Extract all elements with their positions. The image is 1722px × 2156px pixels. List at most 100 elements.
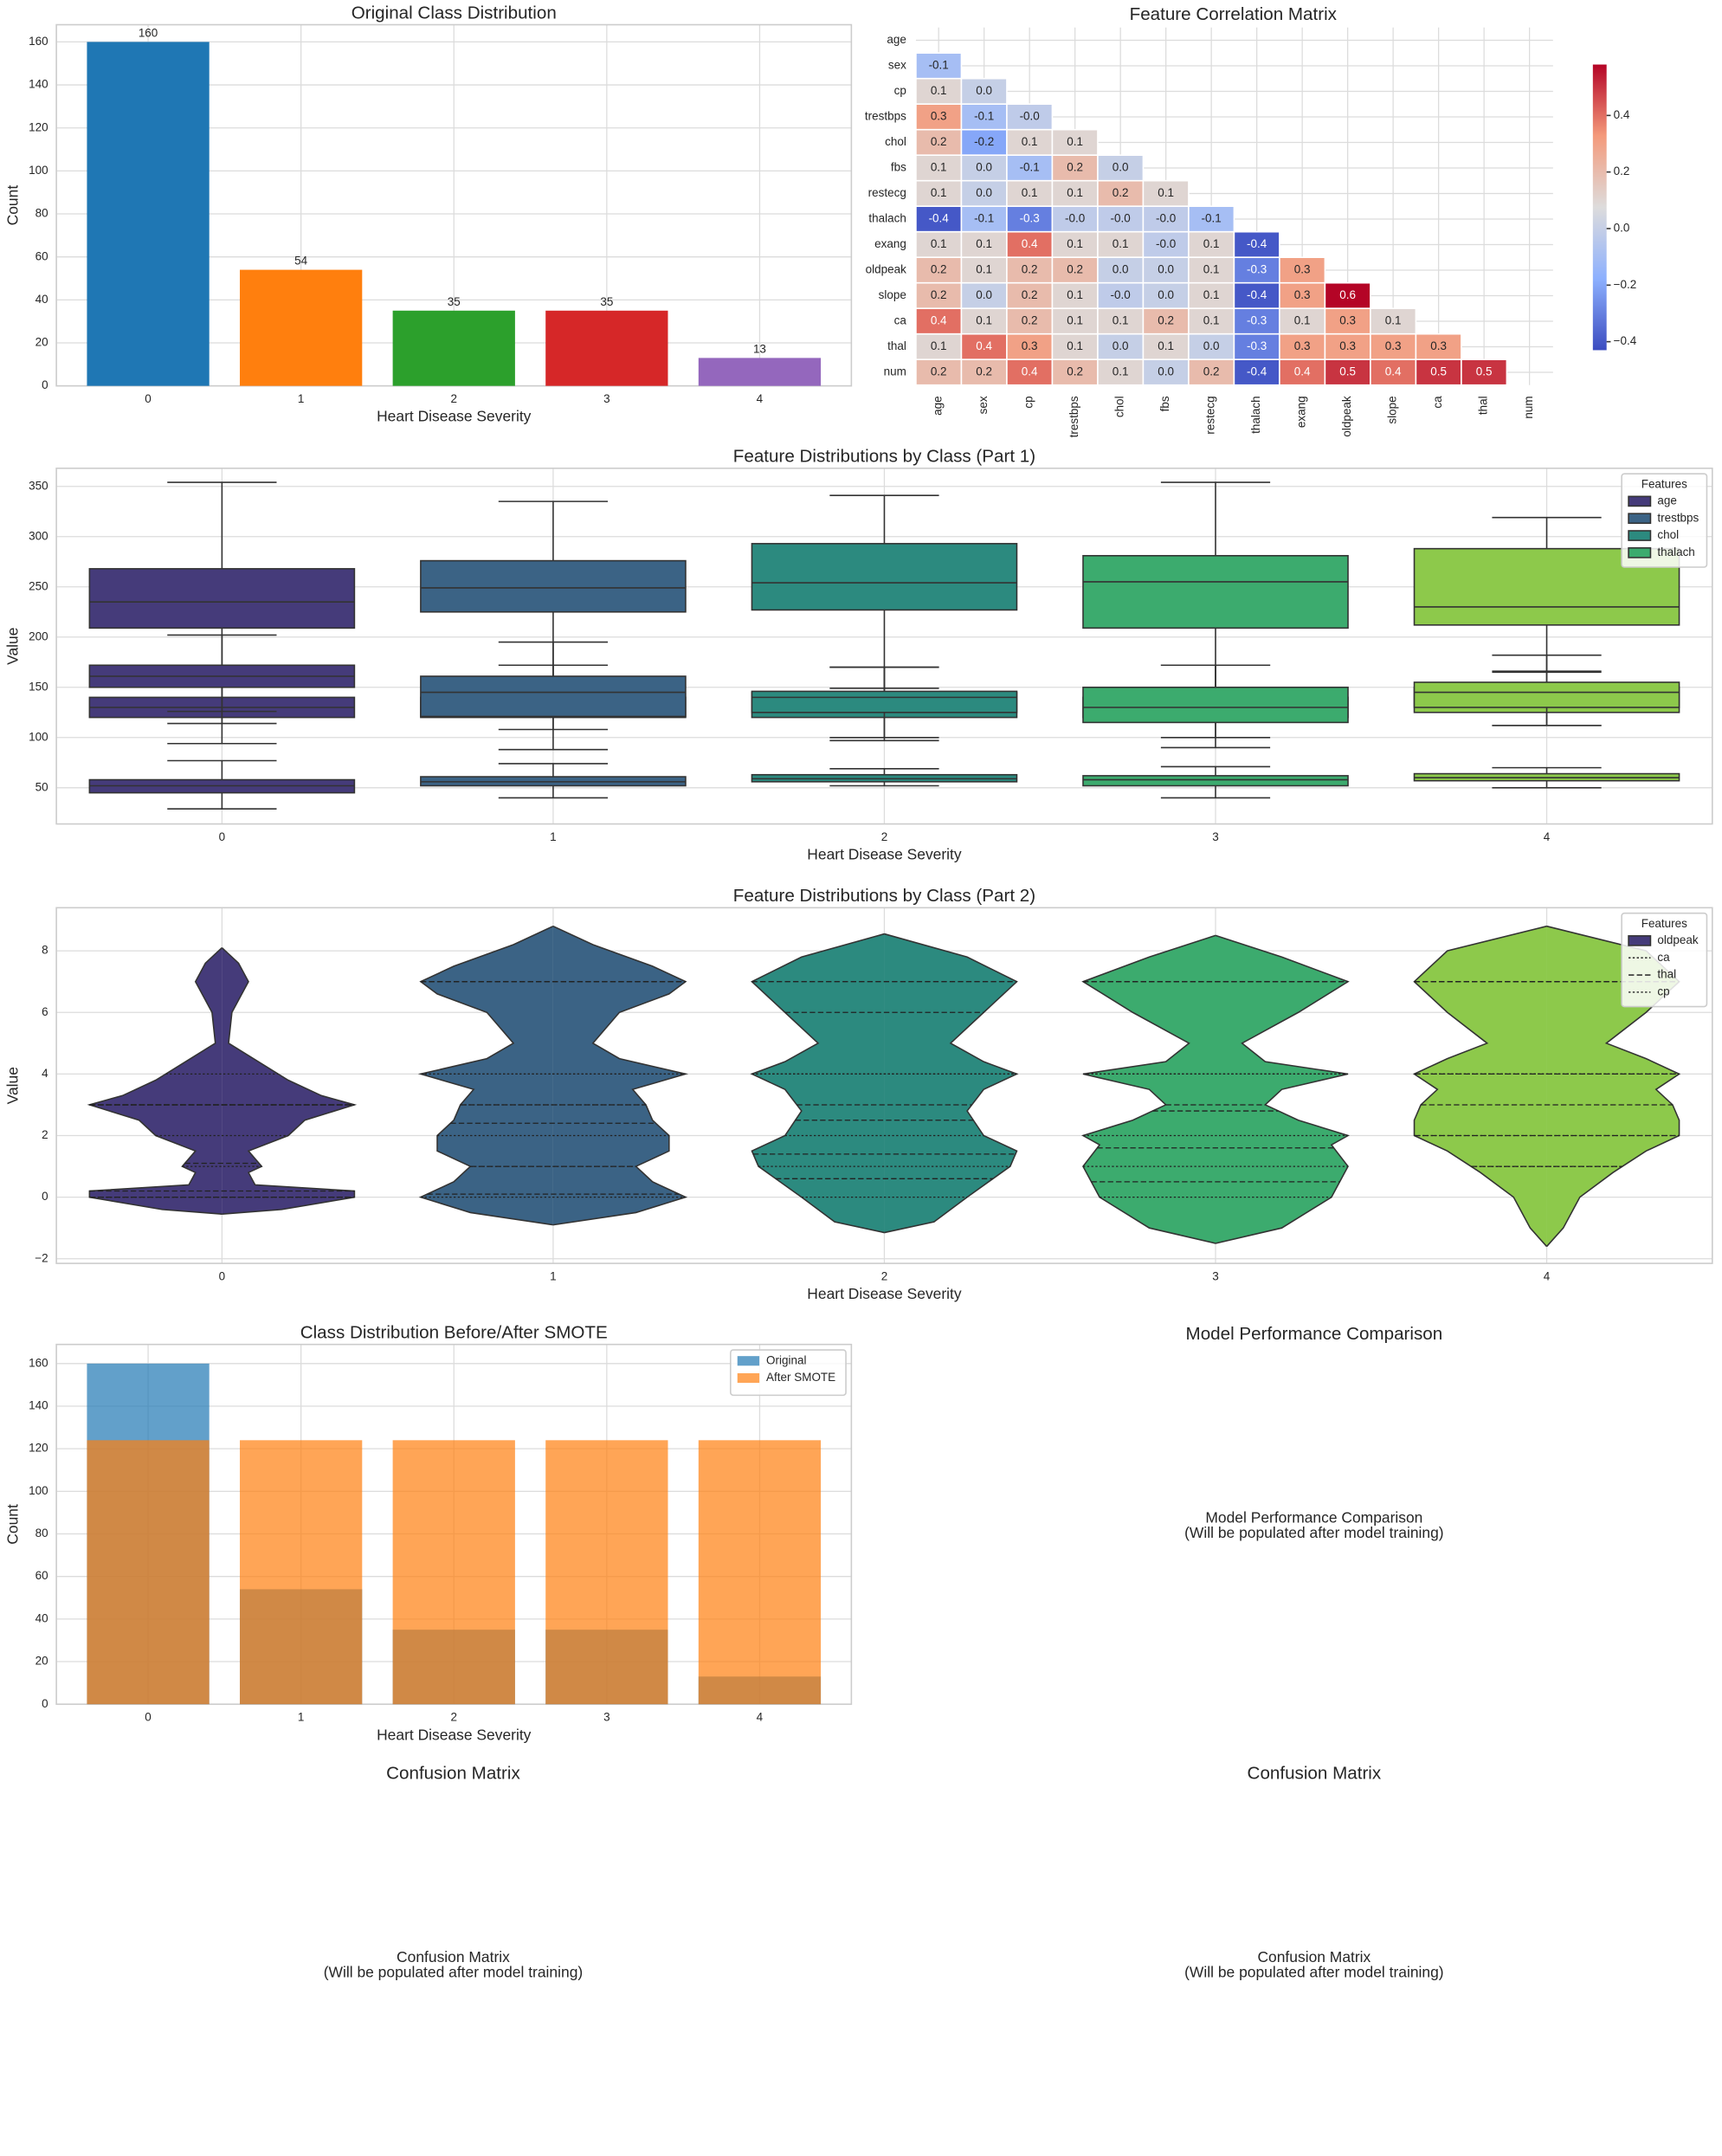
chart-title: Feature Distributions by Class (Part 2) bbox=[733, 886, 1035, 906]
y-tick-label: 140 bbox=[29, 78, 48, 91]
y-tick-label: 250 bbox=[29, 579, 48, 592]
y-tick-label: 20 bbox=[35, 336, 48, 349]
chart-title: Confusion Matrix bbox=[1248, 1764, 1382, 1784]
x-axis-label: Heart Disease Severity bbox=[377, 408, 532, 425]
x-tick-label: 3 bbox=[1212, 1270, 1219, 1283]
y-tick-label: 100 bbox=[29, 164, 48, 177]
y-tick-label: 80 bbox=[35, 207, 48, 220]
col-label: trestbps bbox=[1067, 396, 1080, 437]
legend-label: Original bbox=[766, 1353, 806, 1366]
cell-label: 0.1 bbox=[976, 237, 992, 250]
cell-label: -0.4 bbox=[1247, 237, 1267, 250]
cell-label: 0.1 bbox=[931, 161, 947, 174]
cell-label: 0.0 bbox=[976, 288, 992, 301]
heatmap-cell bbox=[915, 154, 963, 182]
heatmap-cell bbox=[915, 128, 963, 157]
heatmap-cell bbox=[915, 52, 963, 80]
placeholder-text: Confusion Matrix bbox=[397, 1948, 510, 1966]
heatmap-cell bbox=[1006, 307, 1054, 335]
cell-label: 0.3 bbox=[1294, 339, 1311, 352]
value-label: 54 bbox=[294, 255, 307, 268]
violin-half bbox=[87, 946, 223, 1215]
x-tick-label: 3 bbox=[603, 392, 610, 405]
cell-label: 0.2 bbox=[976, 365, 992, 378]
heatmap-cell bbox=[1097, 256, 1145, 284]
heatmap-cell bbox=[1051, 179, 1099, 208]
y-axis-label: Count bbox=[4, 185, 22, 226]
x-axis-label: Heart Disease Severity bbox=[377, 1726, 532, 1743]
legend: Original After SMOTE bbox=[730, 1349, 847, 1397]
cell-label: 0.1 bbox=[931, 339, 947, 352]
heatmap-cell bbox=[1142, 358, 1190, 386]
col-label: fbs bbox=[1158, 396, 1171, 411]
legend: Features age trestbps chol thalach bbox=[1621, 473, 1708, 568]
heatmap-cell bbox=[960, 256, 1008, 284]
cell-label: 0.1 bbox=[1067, 186, 1083, 199]
cell-label: 0.0 bbox=[1158, 288, 1174, 301]
bar bbox=[698, 1440, 822, 1705]
box bbox=[420, 675, 687, 718]
cell-label: 0.4 bbox=[1022, 237, 1038, 250]
heatmap-cell bbox=[1006, 358, 1054, 386]
chart-title: Original Class Distribution bbox=[351, 3, 557, 23]
cell-label: -0.1 bbox=[974, 110, 994, 123]
cell-label: -0.4 bbox=[1247, 288, 1267, 301]
cell-label: 0.1 bbox=[1203, 263, 1220, 276]
legend-label: oldpeak bbox=[1657, 933, 1698, 946]
heatmap-cell bbox=[1097, 332, 1145, 361]
violin-half bbox=[1412, 925, 1548, 1248]
cell-label: 0.3 bbox=[1430, 339, 1447, 352]
bar bbox=[87, 1440, 210, 1705]
cell-label: 0.3 bbox=[931, 110, 947, 123]
cell-label: 0.1 bbox=[1067, 339, 1083, 352]
cell-label: 0.0 bbox=[976, 84, 992, 97]
col-label: restecg bbox=[1204, 396, 1217, 434]
bar bbox=[392, 1440, 515, 1705]
row-label: restecg bbox=[868, 186, 906, 199]
legend-label: age bbox=[1657, 494, 1676, 507]
heatmap-cell bbox=[915, 307, 963, 335]
y-axis-label: Value bbox=[4, 628, 22, 665]
row-label: oldpeak bbox=[866, 263, 906, 276]
cell-label: 0.0 bbox=[1158, 263, 1174, 276]
y-tick-label: 350 bbox=[29, 479, 48, 492]
heatmap-cell bbox=[915, 77, 963, 106]
cell-label: 0.0 bbox=[1203, 339, 1220, 352]
heatmap-cell bbox=[1188, 230, 1235, 259]
cell-label: 0.0 bbox=[1113, 161, 1129, 174]
x-tick-label: 4 bbox=[1544, 1270, 1551, 1283]
cell-label: 0.4 bbox=[1294, 365, 1311, 378]
y-tick-label: 100 bbox=[29, 1484, 48, 1497]
cell-label: 0.0 bbox=[1158, 365, 1174, 378]
y-tick-label: 4 bbox=[42, 1067, 48, 1080]
colorbar-tick-label: −0.4 bbox=[1614, 334, 1637, 347]
chart-title: Feature Correlation Matrix bbox=[1130, 4, 1338, 24]
y-tick-label: 300 bbox=[29, 529, 48, 542]
legend-title: Features bbox=[1641, 917, 1687, 930]
x-tick-label: 1 bbox=[298, 1711, 304, 1724]
cell-label: 0.2 bbox=[1067, 365, 1083, 378]
heatmap-cell bbox=[1233, 230, 1280, 259]
cell-label: 0.4 bbox=[1022, 365, 1038, 378]
heatmap-cell bbox=[1233, 256, 1280, 284]
cell-label: 0.3 bbox=[1339, 339, 1356, 352]
y-tick-label: 200 bbox=[29, 629, 48, 642]
heatmap-cell bbox=[1051, 281, 1099, 310]
cell-label: -0.1 bbox=[1202, 212, 1222, 225]
heatmap-cell bbox=[1233, 358, 1280, 386]
heatmap-cell bbox=[1006, 332, 1054, 361]
heatmap-cell bbox=[1188, 307, 1235, 335]
x-tick-label: 2 bbox=[881, 830, 888, 843]
cell-label: 0.0 bbox=[1113, 263, 1129, 276]
cell-label: 0.4 bbox=[976, 339, 992, 352]
legend-swatch bbox=[1628, 495, 1652, 507]
box bbox=[420, 559, 687, 613]
cell-label: 0.0 bbox=[976, 161, 992, 174]
heatmap-cell bbox=[1370, 358, 1417, 386]
y-tick-label: 120 bbox=[29, 120, 48, 133]
row-label: cp bbox=[894, 84, 906, 97]
y-tick-label: 100 bbox=[29, 730, 48, 743]
cell-label: 0.2 bbox=[1067, 263, 1083, 276]
cell-label: 0.1 bbox=[1203, 288, 1220, 301]
col-label: age bbox=[932, 396, 945, 415]
